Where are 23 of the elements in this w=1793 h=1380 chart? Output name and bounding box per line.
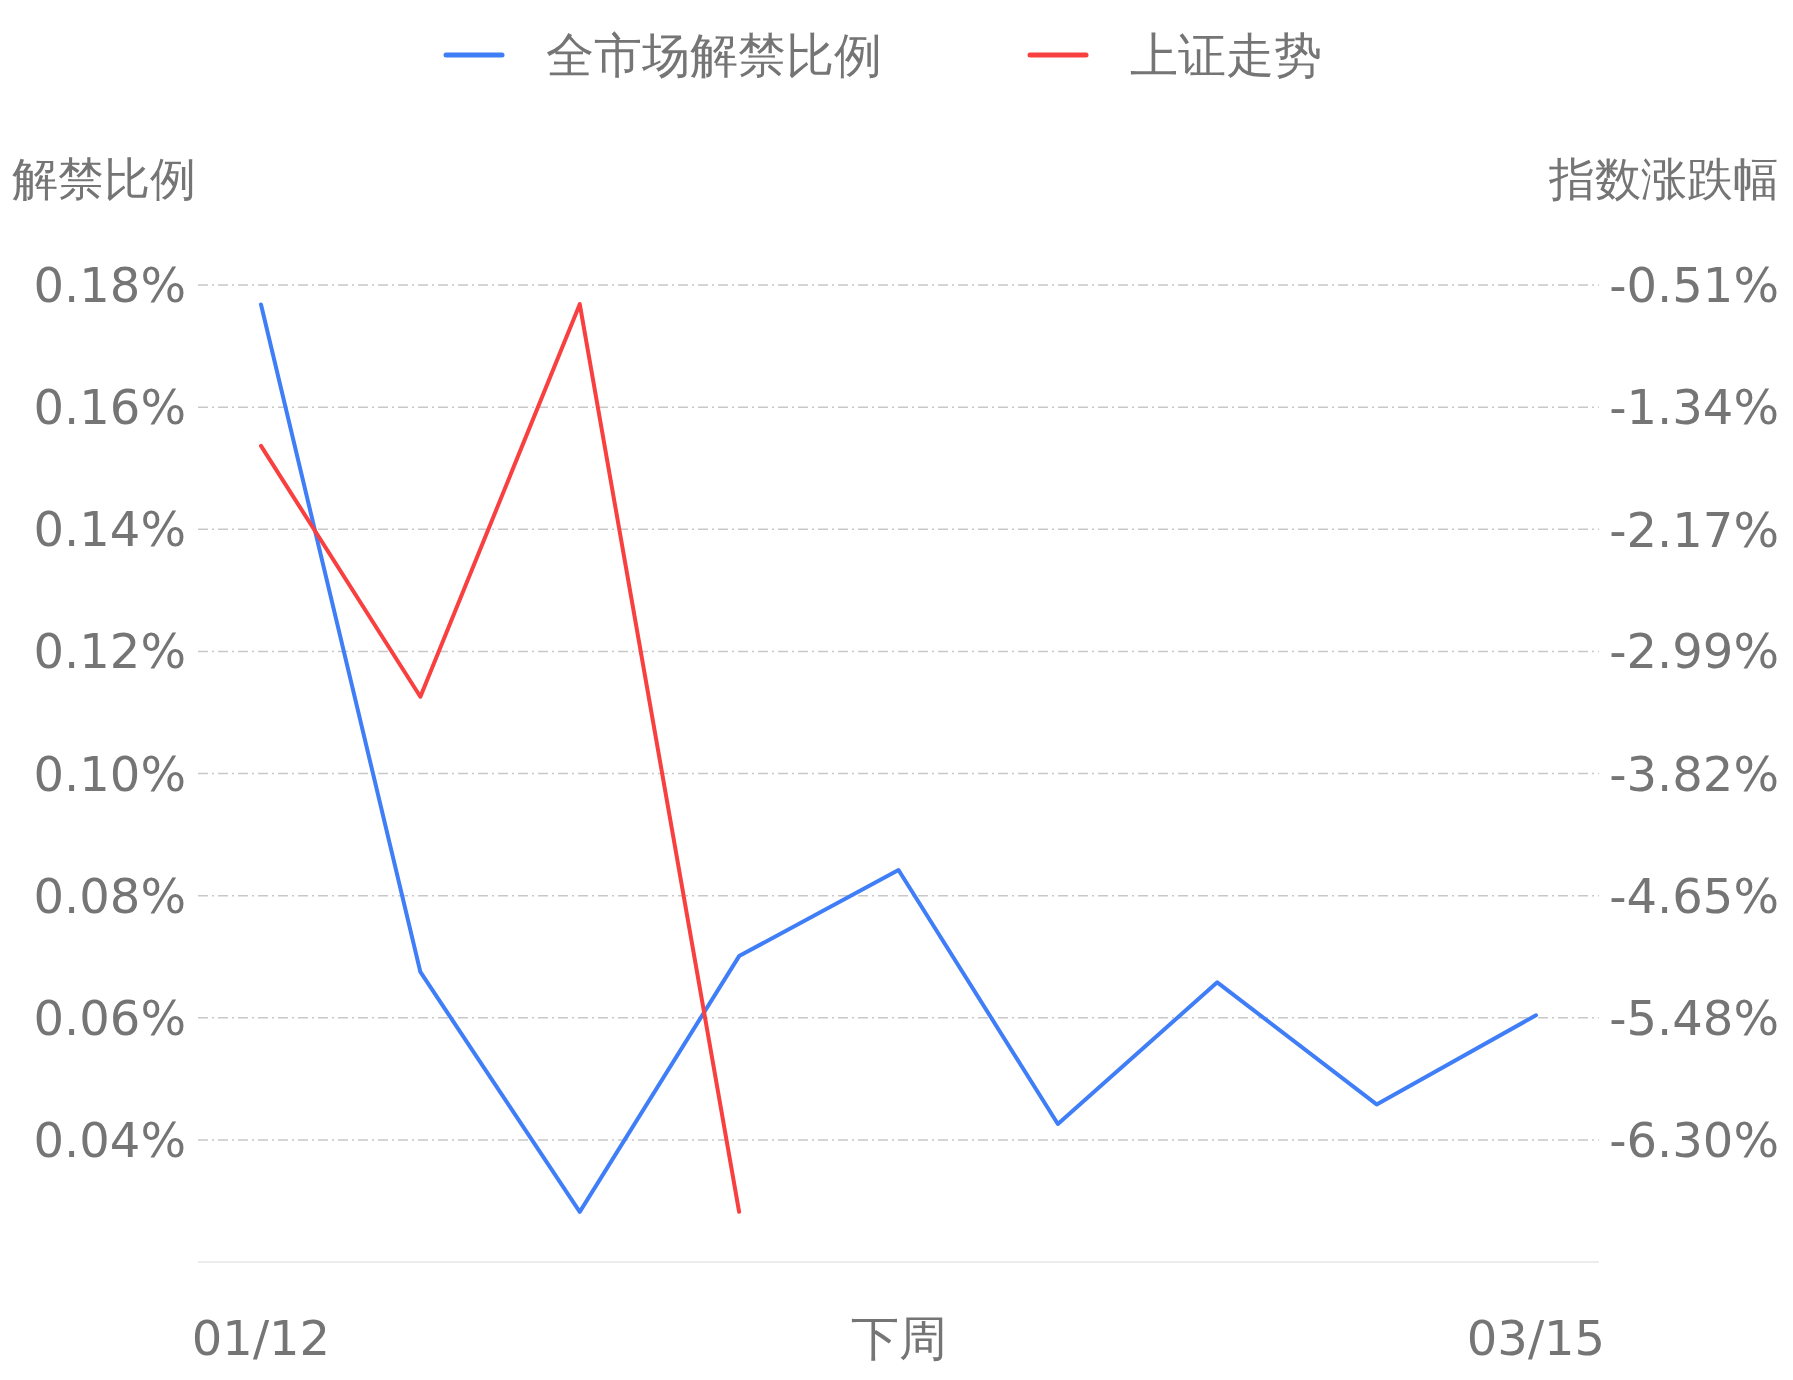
xtick: 下周 <box>850 1310 947 1366</box>
ytick: 0.10% <box>33 745 186 802</box>
ylabel: 解禁比例 <box>12 152 196 206</box>
y2tick: -2.17% <box>1609 502 1779 558</box>
xtick: 03/15 <box>1466 1310 1606 1366</box>
ytick: 0.12% <box>33 623 186 680</box>
ytick: 0.06% <box>33 989 186 1046</box>
ytick: 0.04% <box>33 1111 186 1168</box>
legend: 上证走势 <box>1130 27 1322 83</box>
y2tick: -1.34% <box>1609 379 1779 436</box>
y2tick: -3.82% <box>1609 745 1779 802</box>
y2tick: -2.99% <box>1609 623 1779 679</box>
y2tick: -6.30% <box>1609 1111 1779 1168</box>
y2tick: -0.51% <box>1609 257 1779 313</box>
legend: 全市场解禁比例 <box>546 27 882 83</box>
y2tick: -4.65% <box>1609 868 1779 924</box>
ytick: 0.14% <box>33 501 186 558</box>
xtick: 01/12 <box>191 1310 331 1366</box>
y2tick: -5.48% <box>1609 990 1779 1047</box>
y2label: 指数涨跌幅 <box>1549 152 1779 206</box>
ytick: 0.08% <box>33 867 186 924</box>
ytick: 0.16% <box>33 379 186 436</box>
ytick: 0.18% <box>33 257 186 313</box>
